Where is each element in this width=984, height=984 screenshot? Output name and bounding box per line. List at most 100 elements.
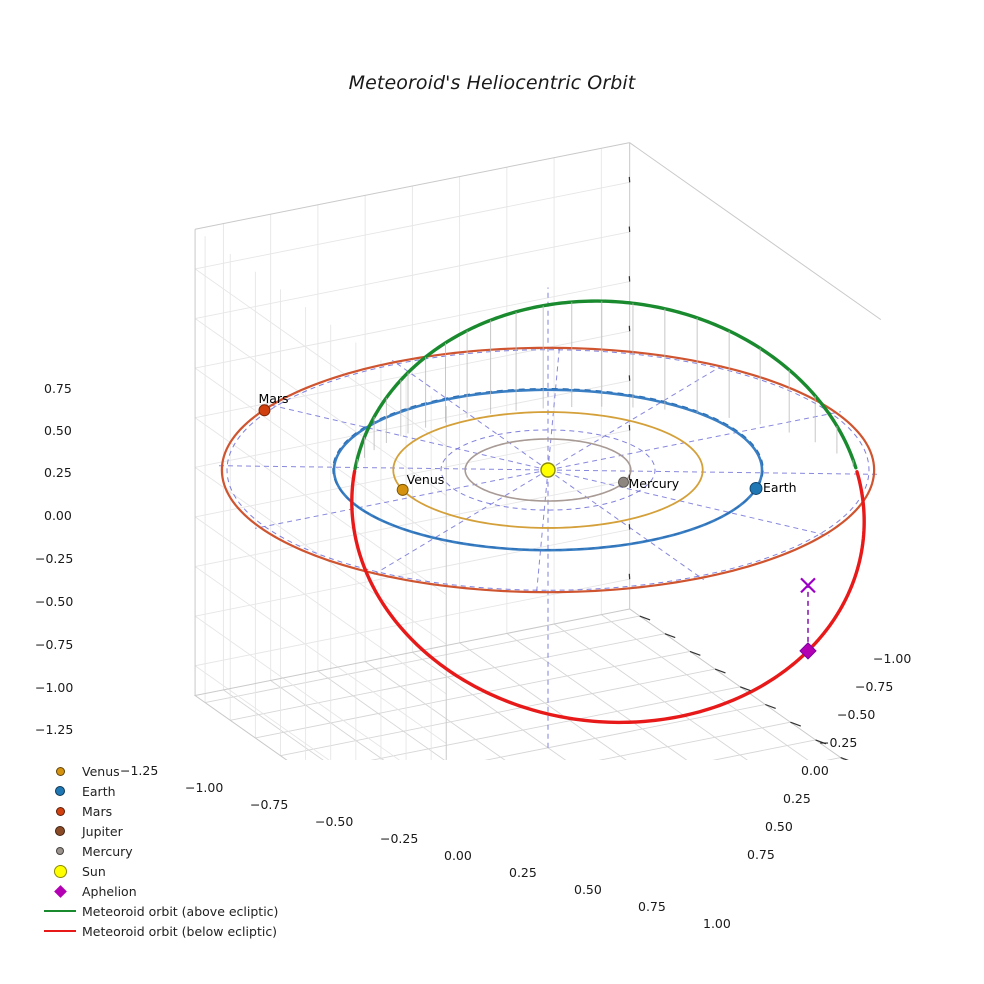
grid-line-bottom xyxy=(223,689,324,760)
legend-item[interactable]: Meteoroid orbit (above ecliptic) xyxy=(38,901,278,921)
z-tick-label: 0.50 xyxy=(44,423,72,438)
axis-pane-edge xyxy=(193,608,845,760)
legend-item[interactable]: Meteoroid orbit (below ecliptic) xyxy=(38,921,278,941)
aphelion-projection-marker[interactable] xyxy=(800,577,816,594)
point-mars[interactable] xyxy=(258,404,271,417)
point-venus[interactable] xyxy=(396,483,409,496)
point-earth[interactable] xyxy=(749,482,763,495)
ecliptic-radial-spoke xyxy=(547,469,880,475)
x-tick-label: −0.25 xyxy=(380,831,419,846)
legend: Venus Earth Mars Jupiter Mercury Sun Aphelion M… xyxy=(38,761,278,941)
grid-line-side xyxy=(194,429,630,518)
axis-tick xyxy=(664,829,670,839)
line-marker-icon xyxy=(44,910,76,912)
ecliptic-radial-spoke xyxy=(266,403,549,471)
legend-item-label: Aphelion xyxy=(82,883,137,899)
circle-marker-icon xyxy=(53,864,67,878)
axis-tick xyxy=(639,615,651,621)
x-tick-label: −1.25 xyxy=(120,763,159,778)
axis-tick xyxy=(689,650,701,656)
legend-item[interactable]: Jupiter xyxy=(38,821,278,841)
legend-item-label: Mercury xyxy=(82,843,133,859)
point-aphelion[interactable] xyxy=(799,642,817,660)
grid-line-bottom xyxy=(431,775,866,862)
planet-orbit-ring xyxy=(464,438,632,502)
ecliptic-radial-spoke xyxy=(371,469,549,576)
axis-tick xyxy=(758,810,764,820)
diamond-marker-icon xyxy=(53,884,67,898)
grid-line-bottom xyxy=(317,670,445,760)
annotation-venus: Venus xyxy=(406,471,445,487)
point-sun[interactable] xyxy=(540,462,556,478)
grid-line-back xyxy=(194,615,401,760)
legend-item[interactable]: Mercury xyxy=(38,841,278,861)
ecliptic-radial-spoke xyxy=(547,469,705,581)
earth-orbit-dash xyxy=(332,387,764,551)
grid-line-back xyxy=(194,466,447,645)
meteoroid-orbit-below-ecliptic xyxy=(350,469,866,725)
axis-tick xyxy=(475,867,481,877)
grid-line-side xyxy=(194,231,630,319)
y-tick-label: 0.00 xyxy=(801,763,829,778)
planet-orbit-ring xyxy=(220,346,876,594)
planet-orbit-ring xyxy=(392,411,704,529)
y-tick-label: −0.25 xyxy=(819,735,858,750)
z-tick-label: −1.00 xyxy=(35,680,74,695)
legend-item[interactable]: Aphelion xyxy=(38,881,278,901)
grid-line-bottom xyxy=(598,721,791,760)
grid-line-back xyxy=(194,417,447,596)
x-tick-label: 0.25 xyxy=(509,865,537,880)
axis-pane-edge xyxy=(194,142,630,230)
z-tick-label: 0.75 xyxy=(44,381,72,396)
grid-line-bottom xyxy=(412,651,567,760)
grid-line-back xyxy=(194,665,330,760)
z-tick-label: −0.50 xyxy=(35,594,74,609)
circle-marker-icon xyxy=(55,766,65,776)
ecliptic-radial-spoke xyxy=(547,411,841,471)
legend-item-label: Meteoroid orbit (below ecliptic) xyxy=(82,923,278,939)
axis-tick xyxy=(765,703,776,709)
x-tick-label: 1.00 xyxy=(703,916,731,931)
x-tick-label: 0.75 xyxy=(638,899,666,914)
grid-line-back xyxy=(194,268,447,447)
legend-item-label: Earth xyxy=(82,783,116,799)
legend-marker-jupiter-icon xyxy=(38,826,82,836)
axis-tick xyxy=(664,633,676,639)
legend-item[interactable]: Sun xyxy=(38,861,278,881)
point-mercury[interactable] xyxy=(618,476,629,488)
legend-item[interactable]: Venus xyxy=(38,761,278,781)
meteoroid-orbit-above-ecliptic xyxy=(406,299,858,470)
legend-item[interactable]: Earth xyxy=(38,781,278,801)
circle-marker-icon xyxy=(55,806,65,816)
circle-marker-icon xyxy=(55,826,65,836)
axis-tick xyxy=(714,668,726,674)
axis-tick xyxy=(852,792,858,802)
grid-line-bottom xyxy=(553,623,748,760)
ecliptic-radial-spoke xyxy=(255,469,549,529)
axis-tick xyxy=(616,839,622,849)
circle-marker-icon xyxy=(56,847,64,855)
legend-item[interactable]: Mars xyxy=(38,801,278,821)
axis-pane-edge xyxy=(629,142,882,321)
ecliptic-radial-spoke xyxy=(547,364,725,471)
plot-area xyxy=(193,142,882,877)
legend-item-label: Mars xyxy=(82,803,113,819)
legend-marker-mercury-icon xyxy=(38,847,82,855)
legend-marker-meteoroid-icon xyxy=(38,930,82,932)
axis-tick xyxy=(840,757,849,760)
annotation-mercury: Mercury xyxy=(628,476,680,492)
grid-line-back xyxy=(194,367,447,546)
grid-line-side xyxy=(194,529,630,617)
legend-item-label: Sun xyxy=(82,863,106,879)
ecliptic-radial-spoke xyxy=(547,469,830,537)
legend-marker-meteoroid-icon xyxy=(38,910,82,912)
x-tick-label: −1.00 xyxy=(185,780,224,795)
legend-marker-mars-icon xyxy=(38,806,82,816)
y-tick-label: −0.50 xyxy=(837,707,876,722)
grid-line-side xyxy=(194,181,630,270)
annotation-earth: Earth xyxy=(763,480,797,496)
grid-line-bottom xyxy=(270,680,385,760)
y-tick-label: −0.75 xyxy=(855,679,894,694)
legend-marker-earth-icon xyxy=(38,786,82,796)
